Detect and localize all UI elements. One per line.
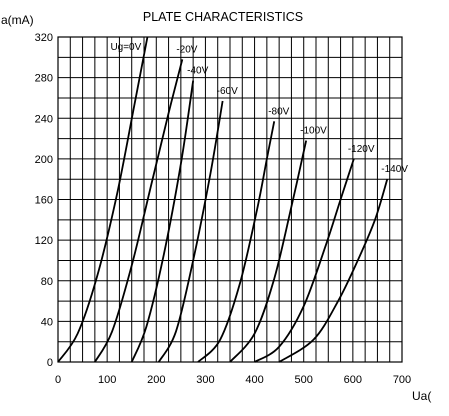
x-tick-label: 600 — [344, 374, 362, 386]
chart-title: PLATE CHARACTERISTICS — [143, 10, 303, 24]
series-label-2: -40V — [187, 66, 208, 77]
series-line-6 — [254, 158, 355, 363]
x-tick-label: 100 — [98, 374, 116, 386]
y-tick-label: 0 — [47, 357, 53, 369]
series-line-0 — [57, 36, 149, 363]
x-tick-label: 200 — [147, 374, 165, 386]
series-line-4 — [197, 121, 276, 363]
series-label-3: -60V — [217, 86, 238, 97]
series-labels: Ug=0V -20V -40V -60V -80V -100V -120V -140V — [110, 42, 408, 175]
series-line-5 — [229, 140, 308, 363]
y-tick-label: 320 — [35, 32, 53, 44]
y-tick-label: 120 — [35, 235, 53, 247]
y-tick-label: 160 — [35, 195, 53, 207]
plate-curves — [57, 36, 389, 363]
series-label-6: -120V — [348, 144, 375, 155]
x-tick-label: 300 — [196, 374, 214, 386]
x-tick-label: 700 — [393, 374, 411, 386]
y-tick-label: 40 — [41, 316, 53, 328]
y-tick-label: 240 — [35, 113, 53, 125]
y-tick-label: 80 — [41, 276, 53, 288]
tick-labels: 0 40 80 120 160 200 240 280 320 0 100 200 300 400 500 6… — [35, 32, 412, 386]
series-line-1 — [94, 59, 184, 363]
x-axis-label: Ua( — [412, 389, 431, 403]
y-tick-label: 200 — [35, 154, 53, 166]
x-tick-label: 400 — [245, 374, 263, 386]
series-line-2 — [130, 80, 195, 363]
series-label-0: Ug=0V — [110, 42, 141, 53]
series-line-7 — [278, 178, 389, 363]
series-line-3 — [157, 100, 224, 363]
y-tick-label: 280 — [35, 73, 53, 85]
x-tick-label: 0 — [55, 374, 61, 386]
series-label-7: -140V — [381, 164, 408, 175]
series-label-4: -80V — [268, 106, 289, 117]
series-label-5: -100V — [300, 126, 327, 137]
series-label-1: -20V — [176, 44, 197, 55]
x-tick-label: 500 — [295, 374, 313, 386]
y-axis-label: a(mA) — [1, 13, 34, 27]
